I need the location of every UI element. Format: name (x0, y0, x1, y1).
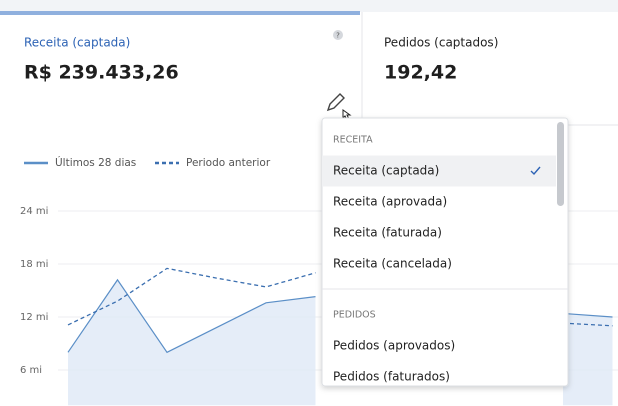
line (562, 322, 613, 327)
legend: Últimos 28 dias Periodo anterior (24, 156, 271, 169)
menu-item[interactable]: Receita (faturada) (333, 226, 442, 240)
dropdown-items: RECEITA Receita (captada) Receita (aprovad… (322, 135, 568, 384)
card-label: Pedidos (captados) (384, 36, 498, 50)
y-tick-label: 24 mi (20, 206, 48, 217)
y-tick-label: 18 mi (20, 259, 48, 270)
area (563, 313, 613, 406)
card[interactable]: Pedidos (captados) 192,42 (384, 36, 498, 84)
check-icon (530, 166, 541, 176)
card-value: R$ 239.433,26 (24, 62, 179, 84)
selected-highlight (322, 155, 556, 187)
top-strip (0, 0, 618, 12)
y-tick-label: 12 mi (20, 312, 48, 323)
scrollbar-thumb[interactable] (557, 122, 564, 206)
active-card-bar (0, 11, 360, 15)
menu-item[interactable]: Receita (cancelada) (333, 257, 452, 271)
dropdown-menu: RECEITA Receita (captada) Receita (aprovad… (321, 117, 569, 387)
menu-item[interactable]: Receita (aprovada) (333, 195, 447, 209)
menu-item[interactable]: Pedidos (faturados) (333, 370, 450, 384)
area (68, 279, 316, 406)
plot: 24 mi 18 mi 12 mi 6 mi (20, 206, 618, 406)
line (562, 312, 613, 318)
group-title: PEDIDOS (333, 310, 376, 321)
help-text: ? (336, 32, 340, 40)
help-icon[interactable] (333, 30, 343, 40)
y-tick-label: 6 mi (20, 365, 42, 376)
legend-label[interactable]: Últimos 28 dias (55, 156, 136, 169)
legend-label[interactable]: Periodo anterior (186, 157, 271, 169)
group-title: RECEITA (333, 135, 373, 146)
card-label: Receita (captada) (24, 36, 130, 50)
menu-item[interactable]: Receita (captada) (333, 164, 439, 178)
line (67, 278, 316, 354)
card-value: 192,42 (384, 62, 457, 84)
menu-item[interactable]: Pedidos (aprovados) (333, 339, 455, 353)
line (67, 267, 316, 326)
